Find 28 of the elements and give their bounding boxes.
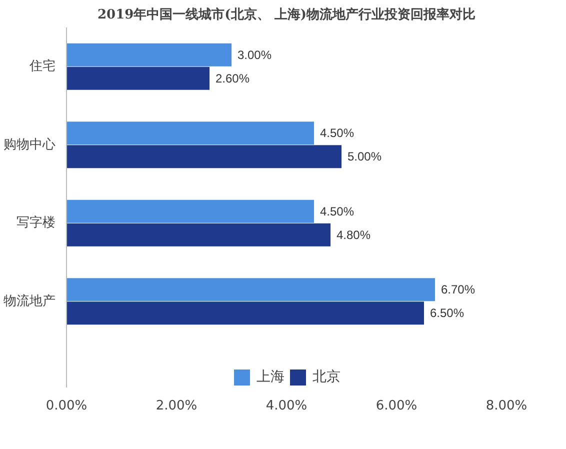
data-label: 4.80% (336, 228, 371, 242)
data-label: 2.60% (216, 71, 250, 86)
bar (66, 43, 232, 66)
bar (66, 145, 342, 168)
data-label: 6.70% (441, 282, 476, 297)
bar (66, 122, 314, 145)
data-label: 5.00% (348, 150, 382, 164)
x-tick-label: 4.00% (266, 398, 308, 414)
x-tick-label: 8.00% (486, 398, 528, 414)
x-tick-label: 0.00% (46, 398, 88, 414)
data-label: 4.50% (320, 204, 354, 218)
y-tick-label: 写字楼 (16, 214, 56, 231)
bar (66, 200, 314, 223)
data-label: 6.50% (430, 306, 464, 320)
y-tick-label: 物流地产 (4, 292, 56, 309)
bar (66, 302, 424, 325)
data-label: 3.00% (238, 48, 272, 62)
bar (66, 223, 330, 246)
bar (66, 66, 210, 90)
legend-label: 上海 (256, 368, 284, 386)
bar (66, 278, 435, 302)
legend-label: 北京 (312, 368, 340, 386)
x-tick-label: 6.00% (376, 398, 418, 414)
x-tick-label: 2.00% (156, 398, 198, 414)
data-label: 4.50% (320, 126, 354, 140)
y-tick-label: 购物中心 (4, 136, 56, 152)
chart-title: 2019年中国一线城市(北京、 上海)物流地产行业投资回报率对比 (97, 6, 476, 22)
y-tick-label: 住宅 (28, 58, 56, 74)
